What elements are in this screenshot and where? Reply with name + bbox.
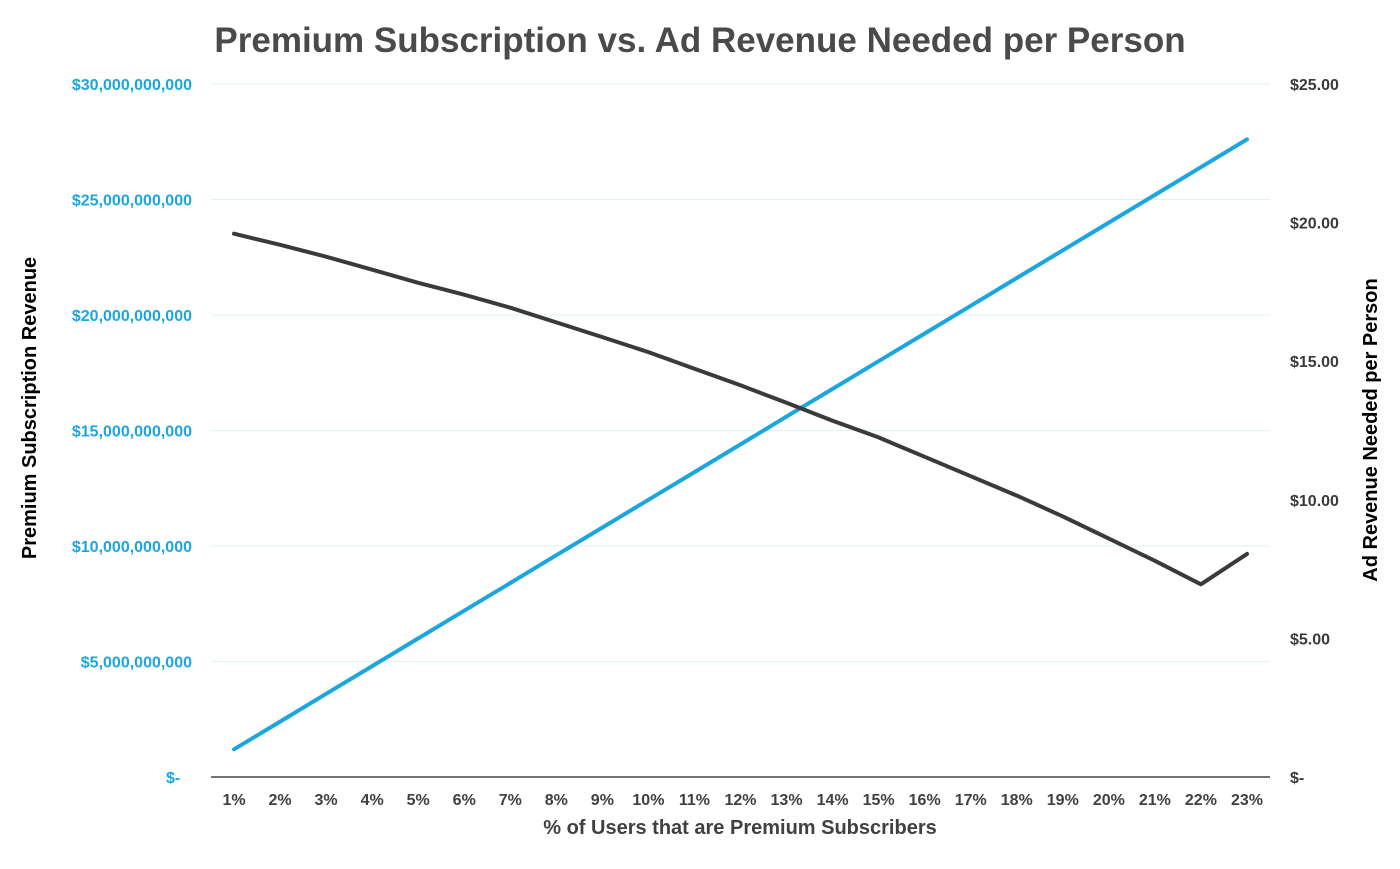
right-tick-label: $5.00 [1290,631,1330,648]
x-tick-label: 6% [453,792,476,809]
chart-title: Premium Subscription vs. Ad Revenue Need… [214,21,1185,60]
x-tick-label: 10% [632,792,664,809]
left-tick-label: $25,000,000,000 [72,193,192,210]
x-tick-label: 8% [545,792,568,809]
left-tick-label: $20,000,000,000 [72,308,192,325]
right-axis-ticks: $- $5.00 $10.00 $15.00 $20.00 $25.00 [1290,77,1339,787]
x-tick-label: 21% [1139,792,1171,809]
x-tick-label: 3% [315,792,338,809]
left-tick-label: $15,000,000,000 [72,424,192,441]
left-tick-label: $5,000,000,000 [81,655,192,672]
x-tick-label: 16% [909,792,941,809]
left-tick-label: $- [166,770,180,787]
x-tick-label: 1% [222,792,245,809]
right-tick-label: $- [1290,770,1304,787]
x-tick-label: 15% [863,792,895,809]
left-axis-ticks: $- $5,000,000,000 $10,000,000,000 $15,000,0… [72,77,192,787]
gridlines [211,83,1270,778]
x-tick-label: 22% [1185,792,1217,809]
x-axis-ticks: 1% 2% 3% 4% 5% 6% 7% 8% 9% 10% 11% 12% 13% 14% 15% 16% 1… [222,792,1263,809]
x-tick-label: 7% [499,792,522,809]
x-tick-label: 13% [771,792,803,809]
x-tick-label: 23% [1231,792,1263,809]
ad-revenue-line [232,231,1249,587]
left-tick-label: $30,000,000,000 [72,77,192,94]
x-tick-label: 12% [724,792,756,809]
left-tick-label: $10,000,000,000 [72,539,192,556]
x-tick-label: 20% [1093,792,1125,809]
x-tick-label: 17% [955,792,987,809]
x-tick-label: 2% [269,792,292,809]
right-axis-label: Ad Revenue Needed per Person [1360,278,1382,581]
right-tick-label: $25.00 [1290,77,1339,94]
x-tick-label: 4% [361,792,384,809]
series-layer [232,137,1249,752]
right-tick-label: $20.00 [1290,216,1339,233]
x-tick-label: 5% [407,792,430,809]
x-tick-label: 14% [817,792,849,809]
x-tick-label: 19% [1047,792,1079,809]
x-axis-label: % of Users that are Premium Subscribers [543,817,936,839]
premium-revenue-line [232,137,1249,752]
x-tick-label: 18% [1001,792,1033,809]
x-tick-label: 11% [679,792,710,809]
left-axis-label: Premium Subscription Revenue [19,257,41,559]
x-tick-label: 9% [591,792,614,809]
right-tick-label: $10.00 [1290,493,1339,510]
right-tick-label: $15.00 [1290,354,1339,371]
